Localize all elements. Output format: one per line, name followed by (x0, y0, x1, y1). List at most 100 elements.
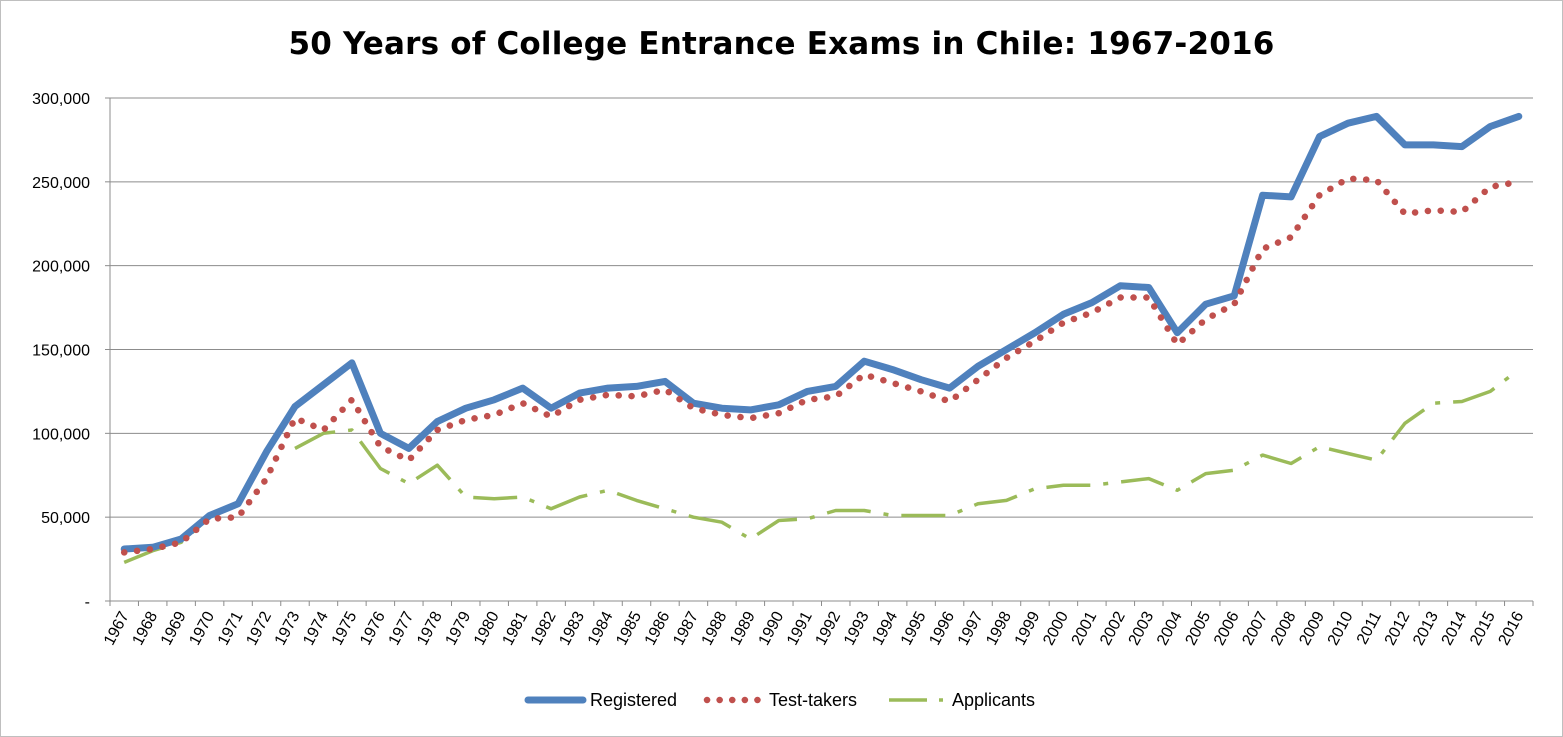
series-line-applicants (294, 368, 1520, 541)
data-point (778, 520, 779, 521)
grid-lines (110, 97, 1533, 518)
data-point (1006, 357, 1007, 358)
x-tick-label: 1977 (386, 609, 418, 648)
x-tick-label: 1978 (414, 609, 446, 648)
series-line-test-takers (120, 175, 1523, 556)
data-point (238, 503, 239, 504)
x-tick-label: 1986 (642, 609, 674, 648)
data-point (1348, 123, 1349, 124)
data-point (494, 414, 495, 415)
x-tick-label: 1976 (357, 609, 389, 648)
data-point (323, 384, 324, 385)
data-point (294, 418, 295, 419)
data-point (351, 399, 352, 400)
data-point (864, 374, 865, 375)
data-point (351, 362, 352, 363)
x-tick-label: 1998 (983, 609, 1015, 648)
data-point (1433, 403, 1434, 404)
data-point (1177, 490, 1178, 491)
x-tick-label: 1983 (556, 609, 588, 648)
data-point (238, 517, 239, 518)
data-point (181, 542, 182, 543)
legend-label: Test-takers (769, 690, 857, 710)
x-tick-label: 1971 (215, 609, 247, 648)
data-point (1234, 295, 1235, 296)
data-point (807, 518, 808, 519)
data-point (1319, 446, 1320, 447)
data-point (1034, 488, 1035, 489)
data-point (1120, 481, 1121, 482)
x-tick-label: 2011 (1354, 609, 1385, 647)
x-tick-label: 1990 (756, 609, 788, 648)
data-point (1291, 196, 1292, 197)
data-point (1461, 401, 1462, 402)
data-point (1319, 195, 1320, 196)
data-point (1490, 186, 1491, 187)
data-point (124, 562, 125, 563)
x-tick-label: 1993 (841, 609, 873, 648)
data-point (892, 369, 893, 370)
x-tick-label: 1982 (528, 609, 560, 648)
x-tick-label: 2015 (1467, 609, 1499, 648)
data-point (1348, 178, 1349, 179)
x-tick-label: 2007 (1239, 609, 1271, 648)
data-point (551, 408, 552, 409)
data-point (1091, 302, 1092, 303)
x-tick-label: 1973 (272, 609, 304, 648)
x-tick-label: 2008 (1268, 609, 1300, 648)
data-point (608, 388, 609, 389)
data-point (494, 399, 495, 400)
x-tick-label: 1969 (158, 609, 190, 648)
y-tick-label: 250,000 (32, 175, 90, 192)
data-point (266, 478, 267, 479)
data-point (835, 386, 836, 387)
data-point (921, 391, 922, 392)
data-point (978, 379, 979, 380)
legend: Registered Test-takers Applicants (524, 690, 1035, 710)
x-tick-label: 2013 (1410, 609, 1442, 648)
y-tick-label: - (85, 594, 90, 611)
y-axis: - 50,000 100,000 150,000 200,000 250,000 300,0… (32, 91, 111, 611)
x-tick-label: 1991 (784, 609, 816, 648)
data-point (209, 515, 210, 516)
x-tick-label: 1989 (727, 609, 759, 648)
data-point (1490, 126, 1491, 127)
data-point (323, 429, 324, 430)
data-point (978, 503, 979, 504)
data-point (636, 386, 637, 387)
data-point (1518, 369, 1519, 370)
x-tick-label: 1984 (585, 609, 617, 648)
y-tick-label: 150,000 (32, 343, 90, 360)
data-point (1404, 213, 1405, 214)
plot-area (120, 112, 1523, 565)
data-point (1518, 181, 1519, 182)
data-point (1404, 423, 1405, 424)
data-point (1490, 391, 1491, 392)
data-point (807, 391, 808, 392)
data-point (437, 429, 438, 430)
x-tick-label: 1972 (243, 609, 275, 648)
x-tick-label: 1979 (443, 609, 475, 648)
x-tick-label: 1995 (898, 609, 930, 648)
data-point (465, 408, 466, 409)
x-tick-label: 1980 (471, 609, 503, 648)
data-point (294, 448, 295, 449)
data-point (1234, 470, 1235, 471)
data-point (1461, 212, 1462, 213)
data-point (664, 508, 665, 509)
data-point (949, 388, 950, 389)
data-point (1348, 453, 1349, 454)
data-point (579, 399, 580, 400)
data-point (1205, 473, 1206, 474)
data-point (522, 403, 523, 404)
data-point (864, 361, 865, 362)
data-point (835, 396, 836, 397)
data-point (551, 508, 552, 509)
data-point (181, 538, 182, 539)
x-axis: 1967196819691970197119721973197419751976… (101, 600, 1534, 648)
data-point (1148, 297, 1149, 298)
data-point (152, 549, 153, 550)
data-point (693, 517, 694, 518)
data-point (864, 510, 865, 511)
data-point (1148, 478, 1149, 479)
